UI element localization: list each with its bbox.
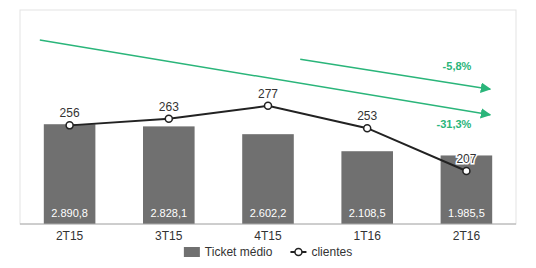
- marks: [44, 102, 492, 224]
- line-marker: [66, 122, 73, 129]
- annotation-arrow: [40, 40, 490, 115]
- bar: [242, 134, 294, 224]
- line-marker: [165, 115, 172, 122]
- annotation: -31,3%: [437, 118, 472, 130]
- line-data-label: 207: [456, 152, 476, 166]
- bar-data-label: 2.890,8: [51, 207, 88, 219]
- annotation-arrow: [300, 59, 490, 89]
- bar-data-label: 2.602,2: [250, 207, 287, 219]
- line-marker: [265, 102, 272, 109]
- legend-item: Ticket médio: [184, 245, 273, 259]
- x-tick-label: 4T15: [254, 229, 282, 243]
- x-tick-label: 2T15: [56, 229, 84, 243]
- line-data-label: 263: [159, 100, 179, 114]
- line-marker: [463, 167, 470, 174]
- legend-item: clientes: [290, 245, 352, 259]
- x-tick-label: 2T16: [453, 229, 481, 243]
- bar: [143, 126, 195, 224]
- labels: 2T15 3T15 4T15 1T16 2T16 2.890,8 2.828,1 2.602,…: [51, 60, 485, 243]
- line-data-label: 253: [357, 109, 377, 123]
- bar-data-label: 2.828,1: [150, 207, 187, 219]
- x-tick-label: 3T15: [155, 229, 183, 243]
- legend-label: Ticket médio: [205, 245, 273, 259]
- legend-marker: [295, 249, 302, 256]
- annotation: -5,8%: [443, 60, 472, 72]
- legend-label: clientes: [311, 245, 352, 259]
- bar: [44, 124, 96, 224]
- legend-swatch: [184, 247, 200, 257]
- x-tick-label: 1T16: [354, 229, 382, 243]
- plot-frame: [20, 10, 516, 224]
- chart: 2T15 3T15 4T15 1T16 2T16 2.890,8 2.828,1 2.602,…: [0, 0, 536, 268]
- line: [70, 106, 467, 171]
- line-data-label: 256: [60, 106, 80, 120]
- line-marker: [364, 125, 371, 132]
- legend: Ticket médio clientes: [184, 245, 352, 259]
- x-axis-line: [20, 224, 516, 225]
- line-data-label: 277: [258, 87, 278, 101]
- bar-data-label: 2.108,5: [349, 207, 386, 219]
- bar: [341, 151, 393, 224]
- bar-data-label: 1.985,5: [448, 207, 485, 219]
